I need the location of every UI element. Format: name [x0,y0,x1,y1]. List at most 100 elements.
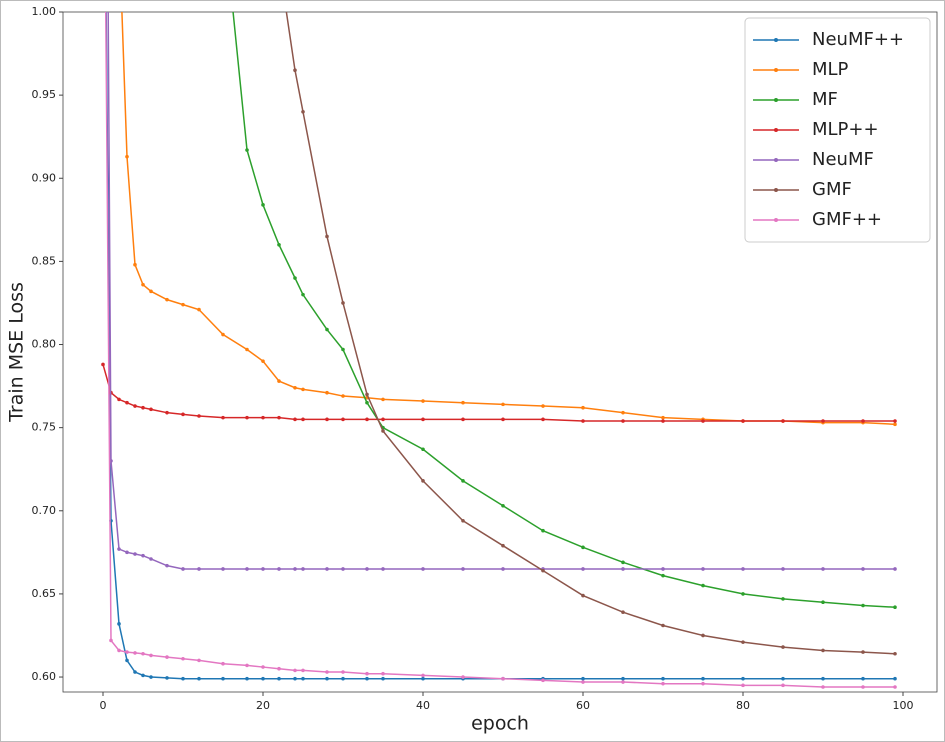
data-point [301,668,305,673]
data-point [141,282,145,287]
y-tick-label: 0.70 [32,504,57,517]
data-point [181,567,185,571]
legend-box [744,17,931,243]
data-point [277,379,281,383]
data-point [461,417,465,422]
data-point [701,681,705,686]
legend-marker [774,158,778,162]
data-point [293,68,297,72]
data-point [821,567,825,571]
data-point [421,399,425,403]
data-point [861,419,865,423]
data-point [261,203,265,207]
data-point [461,479,465,483]
data-point [701,633,705,638]
data-point [365,417,369,422]
data-point [861,567,865,571]
data-point [261,665,265,669]
data-point [197,567,201,571]
data-point [133,670,137,674]
data-point [277,415,281,420]
data-point [301,387,305,392]
y-tick-label: 0.90 [32,171,57,184]
x-tick-label: 20 [256,699,270,712]
data-point [501,676,505,681]
data-point [701,419,705,423]
x-tick-label: 0 [100,699,107,712]
data-point [821,600,825,605]
data-point [421,447,425,452]
data-point [117,547,121,551]
data-point [277,676,281,681]
data-point [197,658,201,663]
data-point [165,655,169,659]
data-point [325,676,329,681]
data-point [821,419,825,423]
data-point [701,676,705,681]
data-point [501,543,505,548]
data-point [261,359,265,363]
legend-marker [774,68,778,72]
data-point [661,419,665,423]
y-tick-label: 0.65 [32,587,57,600]
y-tick-label: 0.60 [32,670,57,683]
data-point [133,404,137,408]
data-point [741,676,745,681]
y-tick-label: 1.00 [32,5,57,18]
data-point [165,410,169,415]
data-point [461,675,465,679]
data-point [181,302,185,307]
data-point [781,676,785,681]
data-point [461,567,465,571]
data-point [341,567,345,571]
data-point [245,347,249,352]
data-point [381,671,385,676]
data-point [181,676,185,681]
data-point [365,392,369,397]
data-point [621,560,625,565]
y-tick-label: 0.80 [32,338,57,351]
data-point [125,154,129,159]
legend-label: GMF++ [812,209,882,230]
data-point [221,676,225,681]
y-tick-label: 0.75 [32,421,57,434]
data-point [221,567,225,571]
data-point [221,332,225,337]
data-point [621,610,625,614]
data-point [621,676,625,681]
data-point [581,405,585,410]
data-point [341,417,345,422]
data-point [461,518,465,523]
data-point [149,653,153,658]
data-point [141,553,145,558]
data-point [325,670,329,674]
data-point [149,675,153,679]
legend-label: MF [812,89,838,110]
x-tick-label: 100 [893,699,914,712]
data-point [133,552,137,556]
data-point [245,148,249,152]
data-point [101,362,105,367]
data-point [741,592,745,596]
x-tick-label: 40 [416,699,430,712]
data-point [421,567,425,571]
y-axis-label: Train MSE Loss [6,282,28,423]
data-point [245,415,249,420]
data-point [741,683,745,688]
data-point [501,567,505,571]
data-point [245,567,249,571]
data-point [661,676,665,681]
data-point [133,651,137,655]
data-point [301,292,305,297]
data-point [341,347,345,352]
data-point [821,676,825,681]
data-point [541,404,545,408]
data-point [541,568,545,573]
data-point [421,676,425,681]
data-point [117,397,121,402]
data-point [661,415,665,420]
data-point [701,583,705,588]
data-point [581,593,585,598]
data-point [893,419,897,423]
